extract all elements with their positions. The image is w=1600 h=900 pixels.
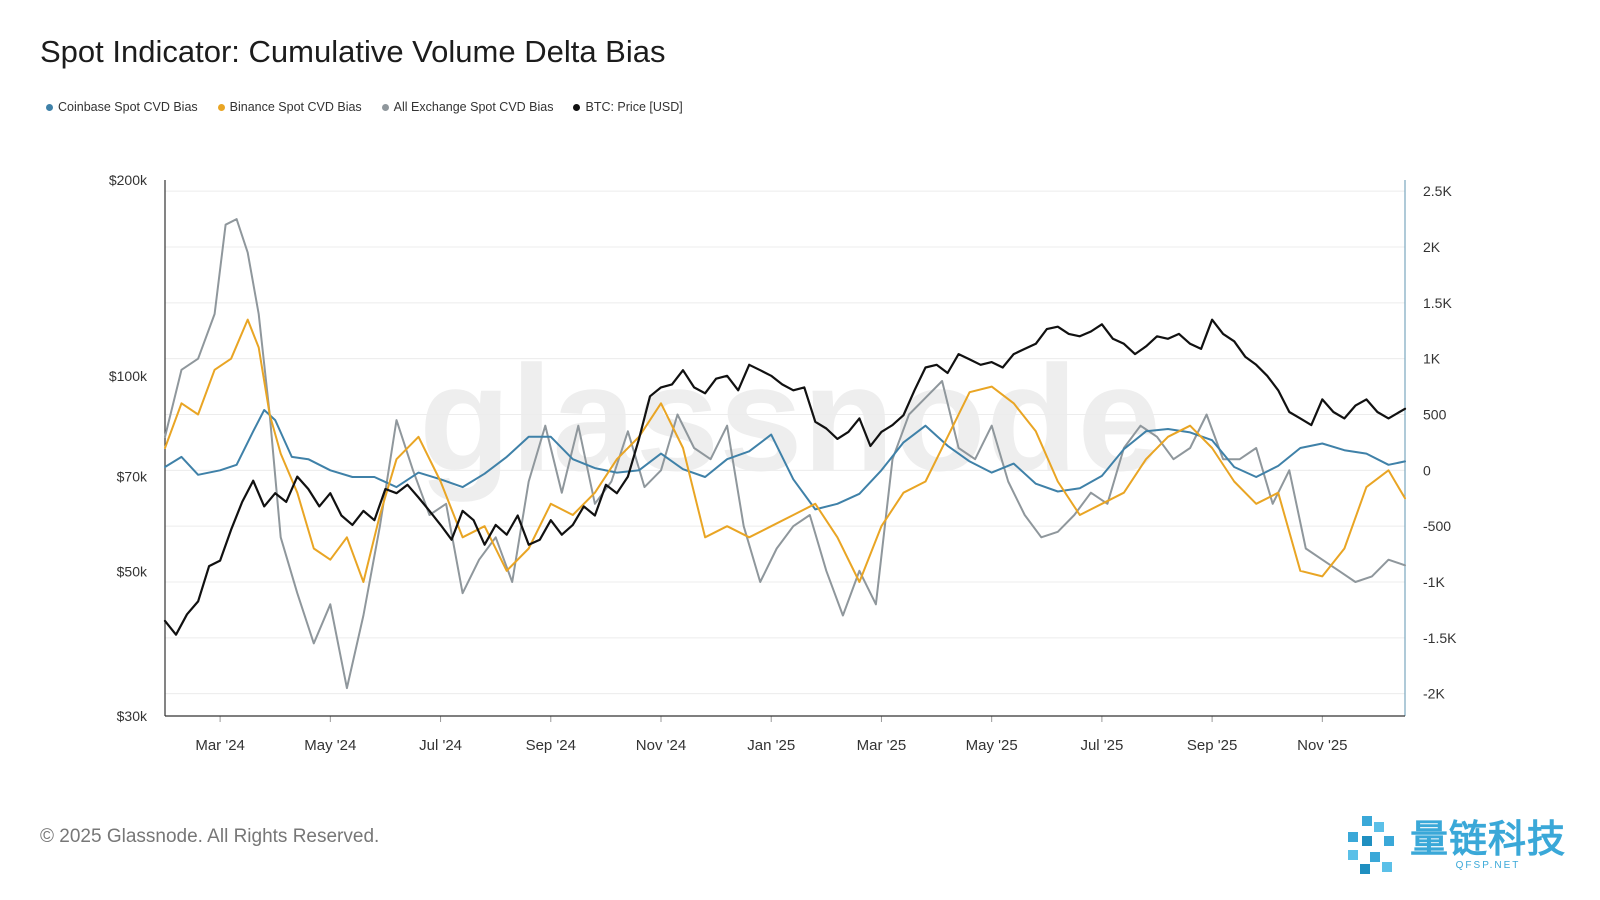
legend-item-coinbase[interactable]: Coinbase Spot CVD Bias: [46, 100, 198, 114]
legend-item-all-exchange[interactable]: All Exchange Spot CVD Bias: [381, 100, 554, 114]
legend-label-binance: Binance Spot CVD Bias: [229, 100, 362, 114]
x-tick-label: Nov '25: [1297, 737, 1347, 754]
right-tick-label: -2K: [1423, 686, 1445, 702]
series-line-coinbase-spot-cvd-bias: [164, 409, 1406, 511]
copyright-footer: © 2025 Glassnode. All Rights Reserved.: [40, 826, 380, 847]
right-tick-label: 1.5K: [1423, 295, 1452, 311]
legend-dot-binance: [217, 103, 225, 111]
legend-label-all-exchange: All Exchange Spot CVD Bias: [393, 100, 554, 114]
series-layer: [163, 218, 1407, 690]
legend-item-btc-price[interactable]: BTC: Price [USD]: [573, 100, 683, 114]
x-tick-label: Nov '24: [636, 737, 686, 754]
right-tick-label: 500: [1423, 407, 1447, 423]
legend-dot-all-exchange: [381, 103, 389, 111]
brand-text: 量链科技 QFSP.NET: [1410, 818, 1566, 871]
x-tick-label: Jan '25: [747, 737, 795, 754]
x-tick-label: May '25: [966, 737, 1018, 754]
right-tick-label: -1K: [1423, 574, 1445, 590]
brand-logo: 量链科技 QFSP.NET: [1340, 812, 1566, 876]
gridlines: [165, 190, 1405, 695]
right-tick-label: 2.5K: [1423, 183, 1452, 199]
x-tick-label: Sep '25: [1187, 737, 1237, 754]
chart-title: Spot Indicator: Cumulative Volume Delta …: [40, 34, 666, 69]
left-tick-label: $30k: [117, 708, 148, 724]
x-tick-label: May '24: [304, 737, 356, 754]
legend-label-coinbase: Coinbase Spot CVD Bias: [58, 100, 198, 114]
right-tick-label: 0: [1423, 462, 1431, 478]
series-line-binance-spot-cvd-bias: [164, 318, 1406, 583]
legend-dot-btc-price: [573, 103, 581, 111]
x-tick-label: Jul '25: [1080, 737, 1123, 754]
series-line-all-exchange-spot-cvd-bias: [164, 218, 1406, 690]
x-tick-label: Jul '24: [419, 737, 462, 754]
legend: Coinbase Spot CVD Bias Binance Spot CVD …: [46, 100, 683, 114]
right-tick-label: 1K: [1423, 351, 1441, 367]
axes: 2.5K 2K 1.5K 1K 500 0 -500 -1K -1.5K -2K $200k $100…: [109, 172, 1457, 754]
left-tick-label: $70k: [117, 469, 148, 485]
right-tick-label: -500: [1423, 518, 1451, 534]
left-tick-label: $50k: [117, 564, 148, 580]
legend-dot-coinbase: [46, 103, 53, 111]
left-tick-label: $200k: [109, 172, 148, 188]
x-tick-label: Mar '25: [857, 737, 907, 754]
right-tick-label: 2K: [1423, 239, 1441, 255]
brand-url: QFSP.NET: [1455, 859, 1521, 871]
x-tick-label: Sep '24: [526, 737, 576, 754]
x-tick-label: Mar '24: [195, 737, 245, 754]
series-line-btc-price-usd: [163, 318, 1407, 636]
legend-label-btc-price: BTC: Price [USD]: [585, 100, 683, 114]
left-tick-label: $100k: [109, 368, 148, 384]
brand-name: 量链科技: [1410, 816, 1567, 861]
right-tick-label: -1.5K: [1423, 630, 1457, 646]
brand-mark-icon: [1348, 816, 1394, 874]
legend-item-binance[interactable]: Binance Spot CVD Bias: [217, 100, 362, 114]
